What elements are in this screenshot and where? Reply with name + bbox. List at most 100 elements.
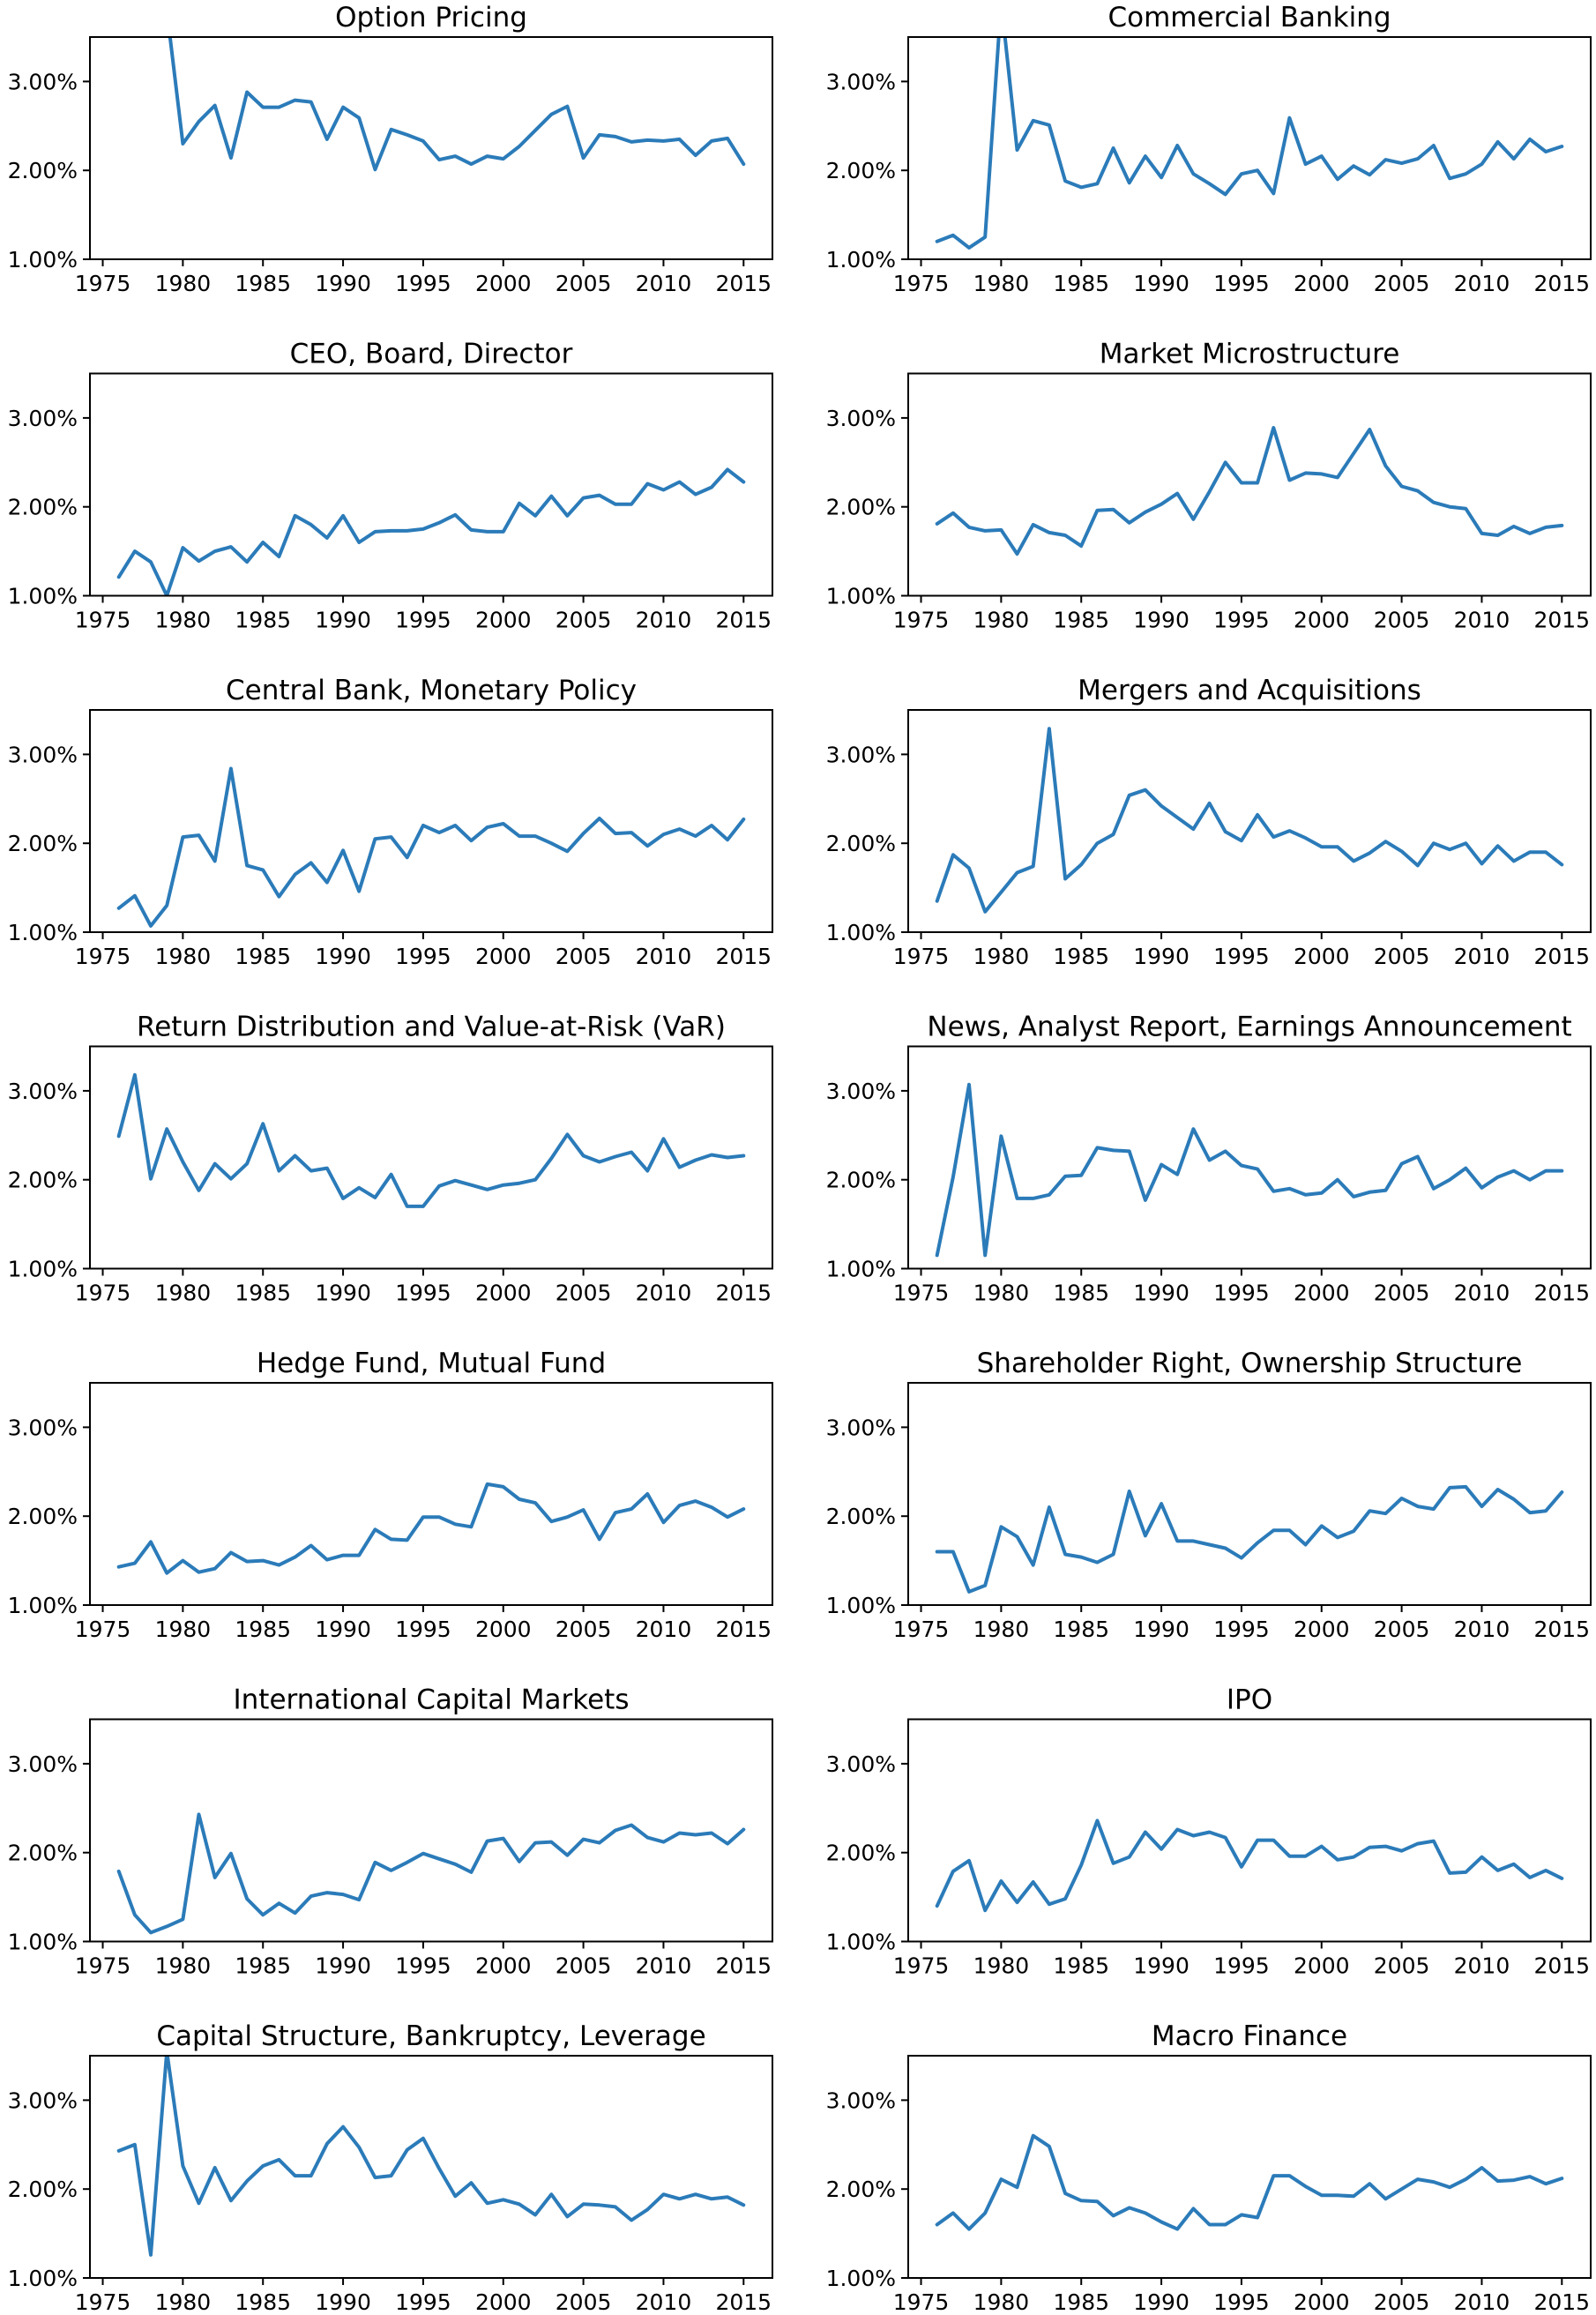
series-line: [116, 467, 746, 596]
x-tick-label: 2010: [1454, 608, 1510, 633]
x-tick-label: 1985: [235, 2289, 291, 2315]
x-tick-label: 1985: [1053, 608, 1109, 633]
x-tick-label: 2010: [1454, 1617, 1510, 1642]
y-tick-label: 2.00%: [8, 1841, 78, 1866]
chart-panel: News, Analyst Report, Earnings Announcem…: [826, 1012, 1592, 1306]
x-tick-label: 1990: [1133, 1617, 1190, 1642]
y-tick-label: 2.00%: [826, 1841, 896, 1866]
x-tick-label: 1975: [893, 1953, 950, 1979]
series-line: [116, 766, 746, 928]
y-tick-label: 2.00%: [826, 495, 896, 520]
y-tick-label: 3.00%: [8, 1415, 78, 1440]
x-tick-label: 1995: [1213, 1281, 1270, 1306]
x-tick-label: 1995: [395, 271, 451, 296]
y-tick-label: 1.00%: [826, 920, 896, 945]
y-tick-label: 1.00%: [8, 920, 78, 945]
x-tick-label: 2005: [556, 1617, 612, 1642]
x-tick-label: 2005: [1374, 1281, 1430, 1306]
x-tick-label: 2000: [1294, 2289, 1350, 2315]
x-tick-label: 2000: [475, 1953, 532, 1979]
x-tick-label: 2010: [636, 944, 692, 969]
x-tick-label: 1985: [235, 1617, 291, 1642]
x-tick-label: 2015: [715, 1281, 772, 1306]
x-tick-label: 1980: [973, 1617, 1030, 1642]
chart-panel: Capital Structure, Bankruptcy, Leverage 1…: [8, 2020, 773, 2315]
y-tick-label: 2.00%: [826, 1168, 896, 1193]
y-tick-label: 1.00%: [8, 1257, 78, 1282]
x-tick-label: 2000: [1294, 1281, 1350, 1306]
x-tick-label: 2015: [1533, 608, 1590, 633]
x-tick-label: 1985: [235, 608, 291, 633]
x-tick-label: 2015: [715, 608, 772, 633]
y-tick-label: 2.00%: [8, 1504, 78, 1529]
chart-panel: Macro Finance 1.00% 2.00% 3.00% 1975 1980 1985…: [826, 2020, 1592, 2315]
x-tick-label: 2000: [475, 1281, 532, 1306]
y-tick-label: 1.00%: [8, 1930, 78, 1955]
x-tick-label: 1995: [1213, 944, 1270, 969]
series-line: [935, 1082, 1564, 1258]
x-tick-label: 1975: [75, 608, 131, 633]
x-tick-label: 2015: [1533, 2289, 1590, 2315]
x-tick-label: 2015: [715, 271, 772, 296]
plot-frame: [89, 372, 773, 597]
x-tick-label: 1975: [893, 271, 950, 296]
x-tick-label: 1985: [1053, 1953, 1109, 1979]
chart-panel: CEO, Board, Director 1.00% 2.00% 3.00% 1975 1…: [8, 339, 773, 633]
chart-title: CEO, Board, Director: [290, 339, 573, 370]
plot-frame: [907, 1382, 1592, 1606]
x-tick-label: 1995: [1213, 271, 1270, 296]
series-line: [116, 1812, 746, 1935]
y-tick-label: 2.00%: [8, 1168, 78, 1193]
x-tick-label: 1980: [973, 2289, 1030, 2315]
plot-frame: [907, 1718, 1592, 1943]
x-tick-label: 2000: [1294, 1953, 1350, 1979]
plot-frame: [89, 709, 773, 933]
series-line: [935, 426, 1564, 556]
chart-title: Commercial Banking: [1108, 2, 1391, 34]
chart-title: Shareholder Right, Ownership Structure: [977, 1348, 1523, 1379]
x-tick-label: 2010: [1454, 944, 1510, 969]
chart-title: Mergers and Acquisitions: [1078, 675, 1421, 706]
y-tick-label: 3.00%: [826, 2087, 896, 2113]
plot-frame: [907, 372, 1592, 597]
x-tick-label: 1995: [1213, 1953, 1270, 1979]
x-tick-label: 2010: [1454, 1281, 1510, 1306]
x-tick-label: 1975: [75, 944, 131, 969]
x-tick-label: 1990: [315, 1281, 371, 1306]
series-line: [168, 37, 746, 172]
x-tick-label: 1975: [893, 1617, 950, 1642]
x-tick-label: 1995: [395, 1281, 451, 1306]
x-tick-label: 1985: [235, 1281, 291, 1306]
y-tick-label: 1.00%: [826, 2266, 896, 2291]
plot-frame: [89, 1382, 773, 1606]
x-tick-label: 1990: [315, 944, 371, 969]
x-tick-label: 2015: [715, 944, 772, 969]
x-tick-label: 1980: [155, 271, 212, 296]
x-tick-label: 1995: [1213, 1617, 1270, 1642]
x-tick-label: 1990: [1133, 944, 1190, 969]
x-tick-label: 1980: [973, 1281, 1030, 1306]
chart-panel: International Capital Markets 1.00% 2.00% 3…: [8, 1684, 773, 1979]
x-tick-label: 1985: [1053, 2289, 1109, 2315]
chart-title: Option Pricing: [335, 2, 527, 34]
y-tick-label: 1.00%: [8, 2266, 78, 2291]
x-tick-label: 1975: [75, 1617, 131, 1642]
chart-panel: Return Distribution and Value-at-Risk (V…: [8, 1012, 773, 1306]
y-tick-label: 3.00%: [8, 406, 78, 431]
x-tick-label: 2000: [1294, 1617, 1350, 1642]
x-tick-label: 2010: [636, 2289, 692, 2315]
x-tick-label: 1985: [1053, 944, 1109, 969]
x-tick-label: 1975: [893, 1281, 950, 1306]
x-tick-label: 2000: [475, 944, 532, 969]
x-tick-label: 1990: [1133, 2289, 1190, 2315]
chart-panel: Commercial Banking 1.00% 2.00% 3.00% 1975 198…: [826, 2, 1592, 296]
x-tick-label: 1980: [155, 608, 212, 633]
y-tick-label: 1.00%: [8, 584, 78, 609]
chart-title: International Capital Markets: [234, 1684, 630, 1716]
x-tick-label: 1985: [235, 944, 291, 969]
x-tick-label: 2015: [1533, 944, 1590, 969]
y-tick-label: 3.00%: [8, 742, 78, 767]
x-tick-label: 2005: [1374, 944, 1430, 969]
x-tick-label: 2015: [1533, 1617, 1590, 1642]
y-tick-label: 1.00%: [8, 247, 78, 273]
